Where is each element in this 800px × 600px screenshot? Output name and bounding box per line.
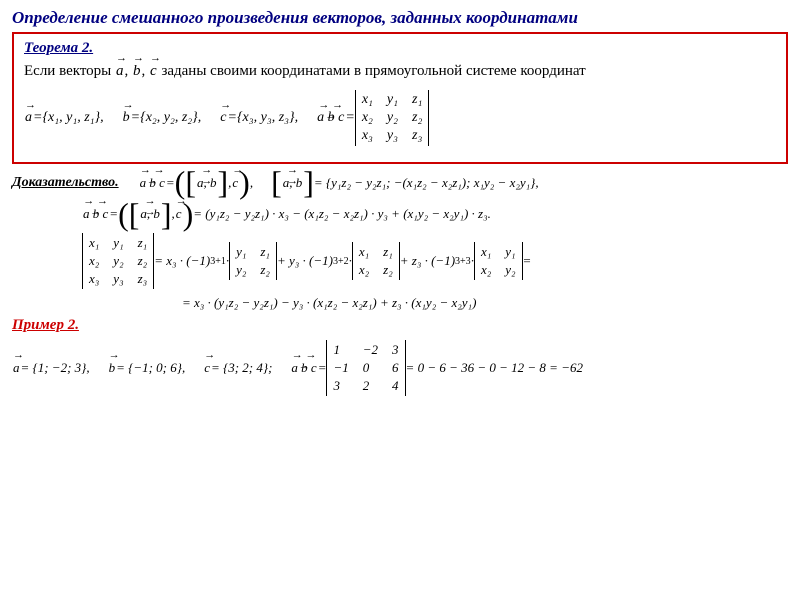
theorem-intro-a: Если векторы [24, 63, 115, 79]
vec-a: →a [116, 63, 124, 80]
proof-line-1: Доказательство. → → →a b c = ( [ → →a, b… [12, 170, 788, 196]
b-coords: {x₂, y₂, z₂}, [140, 110, 201, 126]
example-label: Пример 2. [12, 317, 788, 334]
example-determinant: 1−23 −106 324 [326, 340, 405, 396]
proof-label: Доказательство. [12, 175, 119, 191]
vec-b: →b [133, 63, 141, 80]
proof-line-2: → → →a b c = ( [ → →a, b ], →c ) = (y₁z₂… [82, 202, 788, 228]
page-title: Определение смешанного произведения вект… [12, 8, 788, 28]
theorem-text: Если векторы →a, →b, →c заданы своими ко… [24, 63, 776, 80]
theorem-box: Теорема 2. Если векторы →a, →b, →c задан… [12, 32, 788, 164]
theorem-formula-row: →a = {x₁, y₁, z₁}, →b = {x₂, y₂, z₂}, →c… [24, 90, 776, 146]
proof-line-4: = x₃ · (y₁z₂ − y₂z₁) − y₃ · (x₁z₂ − x₂z₁… [182, 295, 788, 311]
cross-product-expr: = {y₁z₂ − y₂z₁; −(x₁z₂ − x₂z₁); x₁y₂ − x… [314, 175, 539, 191]
a-coords: {x₁, y₁, z₁}, [42, 110, 103, 126]
scalar-triple-expr: = (y₁z₂ − y₂z₁) · x₃ − (x₁z₂ − x₂z₁) · y… [193, 206, 491, 222]
vec-c: →c [150, 63, 157, 80]
example-result: = 0 − 6 − 36 − 0 − 12 − 8 = −62 [406, 360, 583, 376]
example-row: →a = {1; −2; 3}, →b = {−1; 0; 6}, →c = {… [12, 340, 788, 396]
theorem-intro-b: заданы своими координатами в прямоугольн… [161, 63, 585, 79]
proof-final: = x₃ · (y₁z₂ − y₂z₁) − y₃ · (x₁z₂ − x₂z₁… [182, 295, 476, 311]
c-coords: {x₃, y₃, z₃}, [237, 110, 298, 126]
theorem-determinant: x₁y₁z₁ x₂y₂z₂ x₃y₃z₃ [355, 90, 430, 146]
proof-line-3: x₁y₁z₁ x₂y₂z₂ x₃y₃z₃ = x₃ · (−1)3+1 · y₁… [82, 233, 788, 289]
